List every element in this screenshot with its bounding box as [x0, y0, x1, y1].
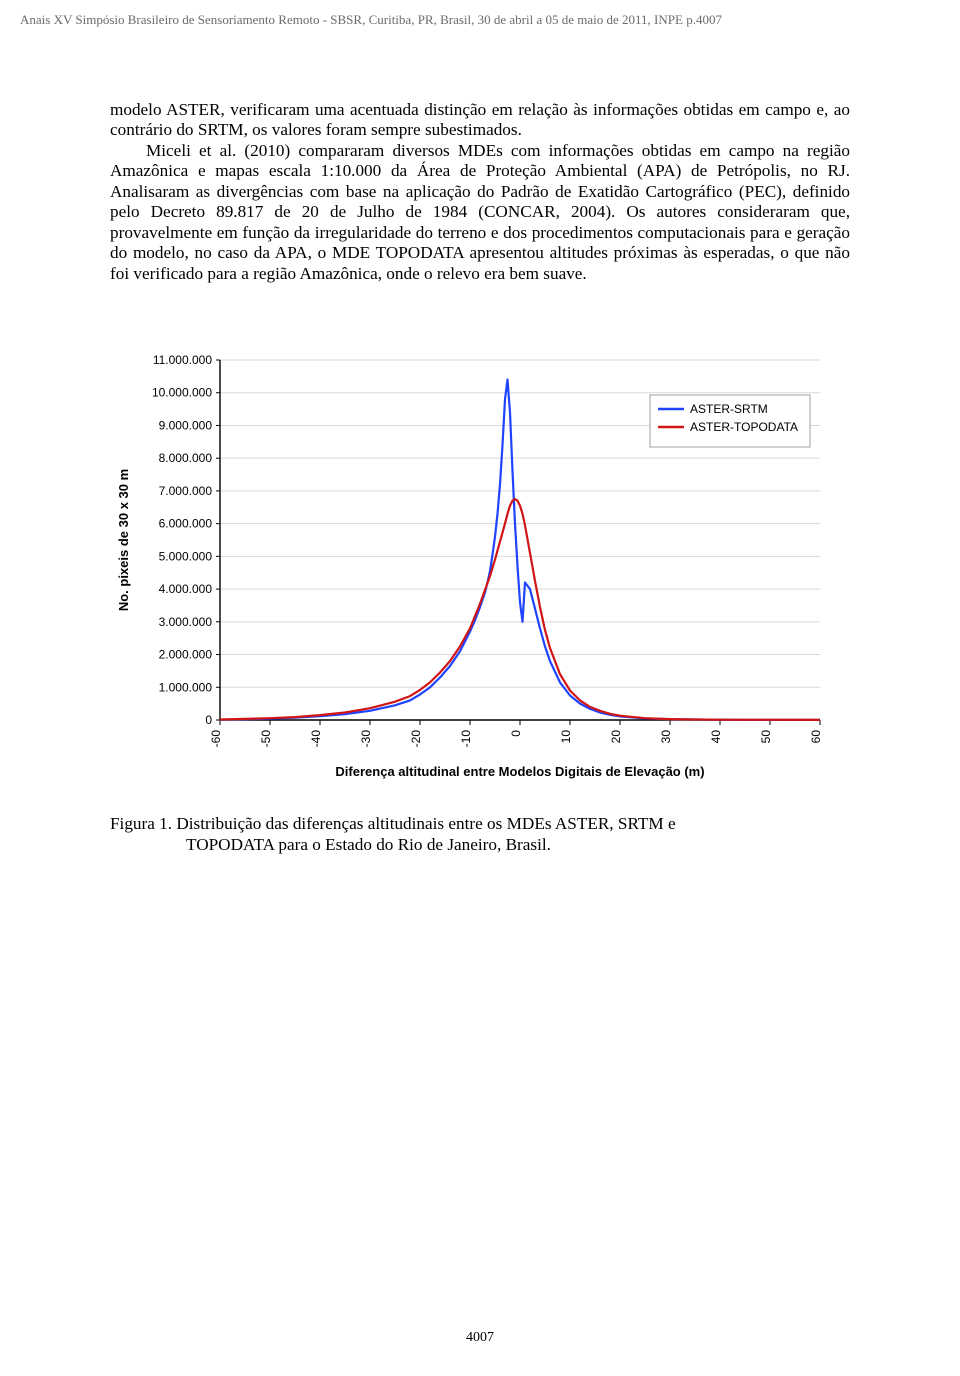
caption-prefix: Figura 1. [110, 814, 172, 833]
svg-text:-50: -50 [259, 730, 273, 748]
caption-line-2: TOPODATA para o Estado do Rio de Janeiro… [110, 835, 850, 855]
svg-text:3.000.000: 3.000.000 [159, 615, 213, 629]
svg-text:10.000.000: 10.000.000 [152, 386, 212, 400]
svg-text:0: 0 [205, 713, 212, 727]
svg-text:50: 50 [759, 730, 773, 744]
svg-text:2.000.000: 2.000.000 [159, 648, 213, 662]
line-chart-svg: 0 1.000.000 2.000.000 3.000.000 4.000.000 5.0… [110, 340, 850, 790]
running-header: Anais XV Simpósio Brasileiro de Sensoria… [20, 12, 940, 28]
caption-text: Distribuição das diferenças altitudinais… [172, 814, 676, 833]
svg-text:20: 20 [609, 730, 623, 744]
svg-text:-20: -20 [409, 730, 423, 748]
figure-1-chart: 0 1.000.000 2.000.000 3.000.000 4.000.000 5.0… [110, 340, 850, 790]
figure-caption: Figura 1. Distribuição das diferenças al… [110, 814, 850, 855]
svg-text:9.000.000: 9.000.000 [159, 419, 213, 433]
svg-text:0: 0 [509, 730, 523, 737]
body-paragraph-2: Miceli et al. (2010) compararam diversos… [110, 141, 850, 284]
svg-text:-40: -40 [309, 730, 323, 748]
page-number: 4007 [0, 1330, 960, 1346]
svg-text:6.000.000: 6.000.000 [159, 517, 213, 531]
svg-text:ASTER-SRTM: ASTER-SRTM [690, 402, 768, 416]
svg-text:4.000.000: 4.000.000 [159, 582, 213, 596]
body-paragraph-1: modelo ASTER, verificaram uma acentuada … [110, 100, 850, 141]
svg-text:40: 40 [709, 730, 723, 744]
svg-text:-10: -10 [459, 730, 473, 748]
svg-text:No. pixeis de 30 x 30 m: No. pixeis de 30 x 30 m [116, 469, 131, 611]
svg-text:ASTER-TOPODATA: ASTER-TOPODATA [690, 420, 798, 434]
svg-text:60: 60 [809, 730, 823, 744]
svg-text:30: 30 [659, 730, 673, 744]
svg-text:1.000.000: 1.000.000 [159, 680, 213, 694]
svg-text:-60: -60 [209, 730, 223, 748]
svg-text:5.000.000: 5.000.000 [159, 550, 213, 564]
svg-text:10: 10 [559, 730, 573, 744]
svg-text:-30: -30 [359, 730, 373, 748]
svg-text:11.000.000: 11.000.000 [153, 353, 212, 367]
svg-text:7.000.000: 7.000.000 [159, 484, 213, 498]
svg-text:8.000.000: 8.000.000 [159, 451, 213, 465]
svg-text:Diferença altitudinal entre Mo: Diferença altitudinal entre Modelos Digi… [335, 764, 704, 779]
page-content: modelo ASTER, verificaram uma acentuada … [110, 100, 850, 855]
